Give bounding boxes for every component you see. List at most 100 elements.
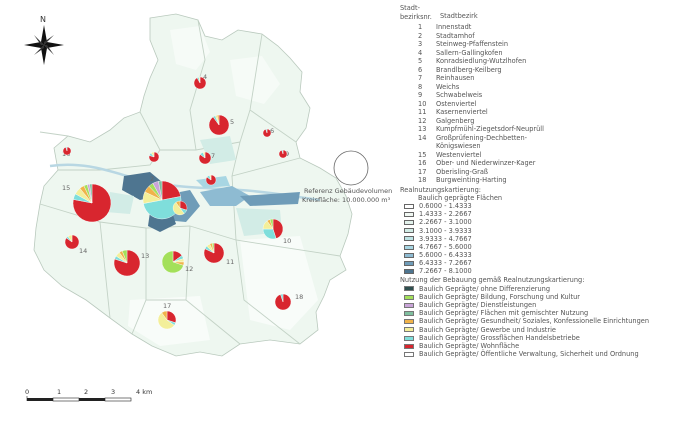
scale-tick-3: 3 [111, 388, 115, 396]
pie-slice [216, 114, 220, 126]
class-label: 3.1000 - 3.9333 [419, 226, 472, 235]
pie-slice [269, 218, 274, 230]
district-legend-row: 8 Weichs [400, 83, 687, 92]
usage-label: Baulich Geprägte/ Flächen mit gemischter… [419, 309, 589, 318]
district-number: 17 [418, 167, 427, 176]
reference-circle [333, 150, 369, 186]
usage-type-row: Baulich Geprägte/ Wohnfläche [400, 342, 687, 350]
usage-label: Baulich Geprägte/ Gewerbe und Industrie [419, 325, 556, 334]
class-swatch [404, 228, 414, 234]
density-class-row: 7.2667 - 8.1000 [400, 267, 687, 275]
usage-swatch [404, 294, 414, 300]
legend-header: Stadt- bezirksnr. Stadtbezirk [400, 4, 687, 21]
district-number: 6 [418, 65, 423, 74]
usage-label: Baulich Geprägte/ Wohnfläche [419, 342, 520, 350]
class-label: 4.7667 - 5.6000 [419, 242, 472, 251]
district-legend-row: 16 Ober- und Niederwinzer-Kager [400, 159, 687, 168]
pie-slice [150, 151, 155, 158]
pie-slice [148, 151, 160, 163]
class-label: 7.2667 - 8.1000 [419, 267, 472, 276]
district-label-17: 17 [163, 302, 171, 310]
realnutzung-title: Realnutzungskartierung: [400, 185, 482, 194]
usage-type-row: Baulich Geprägte/ Öffentliche Verwaltung… [400, 350, 687, 358]
district-legend-row: 12 Galgenberg [400, 117, 687, 126]
district-label-10: 10 [283, 237, 291, 245]
district-name: Kumpfmühl-Ziegetsdorf-Neuprüll [436, 125, 544, 133]
district-name: Ober- und Niederwinzer-Kager [436, 159, 536, 167]
usage-label: Baulich Geprägte/ Grossflächen Handelsbe… [419, 333, 580, 342]
district-number: 18 [418, 176, 427, 184]
realnutzung-subtitle: Baulich geprägte Flächen [418, 194, 503, 202]
district-legend-row: 6 Brandlberg-Keilberg [400, 66, 687, 75]
density-class-row: 3.9333 - 4.7667 [400, 235, 687, 243]
class-swatch [404, 212, 414, 218]
district-legend-row: 14 Großprüfening-Dechbetten- [400, 134, 687, 143]
usage-type-row: Baulich Geprägte/ Gesundheit/ Soziales, … [400, 317, 687, 326]
pie-slice [281, 149, 284, 155]
class-label: 3.9333 - 4.7667 [419, 234, 472, 243]
district-legend-row: 1 Innenstadt [400, 23, 687, 32]
district-legend-row: Königswiesen [400, 142, 687, 151]
density-class-row: 2.2667 - 3.1000 [400, 218, 687, 227]
usage-label: Baulich Geprägte/ Bildung, Forschung und… [419, 292, 580, 301]
district-name: Sallern-Gallingkofen [436, 48, 503, 57]
district-legend-row: 10 Ostenviertel [400, 100, 687, 109]
reference-line-2: Kreisfläche: 10.000.000 m³ [302, 196, 391, 204]
pie-slice [265, 128, 268, 134]
district-name: Innenstadt [436, 23, 472, 31]
district-legend-row: 13 Kumpfmühl-Ziegetsdorf-Neuprüll [400, 125, 687, 134]
scale-tick-2: 2 [84, 388, 88, 396]
district-label-11: 11 [226, 258, 234, 266]
usage-label: Baulich Geprägte/ Dienstleistungen [419, 301, 537, 310]
pie-slice [198, 76, 201, 84]
district-list: 1 Innenstadt 2 Stadtamhof 3 Steinweg-Pfaffens… [400, 23, 687, 185]
district-label-7: 7 [211, 152, 215, 160]
pie-slice [89, 183, 93, 204]
class-swatch [404, 244, 414, 250]
pie-slice [158, 180, 163, 201]
scale-tick-1: 1 [57, 388, 61, 396]
district-name: Stadtamhof [436, 31, 475, 40]
district-name: Konradsiedlung-Wutzlhofen [436, 57, 527, 65]
district-name: Westenviertel [436, 150, 482, 159]
pie-slice [161, 310, 168, 321]
district-legend-row: 4 Sallern-Gallingkofen [400, 49, 687, 58]
usage-swatch [404, 311, 414, 316]
density-class-row: 6.4333 - 7.2667 [400, 259, 687, 267]
district-legend-row: 17 Oberisling-Graß [400, 168, 687, 177]
district-pie-charts [62, 76, 292, 330]
class-swatch [404, 268, 414, 274]
district-number [400, 142, 436, 151]
pie-slice [202, 151, 206, 159]
class-label: 0.6000 - 1.4333 [419, 202, 472, 211]
class-swatch [404, 252, 414, 258]
north-label: N [40, 15, 46, 24]
district-number: 4 [418, 48, 423, 57]
district-label-4: 4 [203, 73, 207, 81]
district-number: 1 [418, 23, 423, 31]
district-number: 11 [418, 108, 427, 116]
density-class-row: 1.4333 - 2.2667 [400, 210, 687, 219]
class-label: 2.2667 - 3.1000 [419, 218, 472, 227]
pie-slice [280, 293, 284, 303]
usage-type-row: Baulich Geprägte/ Bildung, Forschung und… [400, 293, 687, 301]
pie-slice [211, 242, 215, 254]
district-number: 12 [418, 116, 427, 125]
scale-tick-0: 0 [25, 388, 29, 396]
district-name: Kasernenviertel [436, 108, 488, 116]
class-swatch [404, 236, 414, 242]
district-name: Weichs [436, 82, 460, 91]
district-number: 14 [418, 133, 427, 142]
usage-swatch [404, 327, 414, 333]
district-number: 16 [418, 159, 427, 167]
class-swatch [404, 220, 414, 226]
district-name: Oberisling-Graß [436, 167, 489, 176]
density-class-list: 0.6000 - 1.4333 1.4333 - 2.2667 2.2667 - 3… [400, 202, 687, 276]
district-number: 15 [418, 150, 427, 159]
district-legend-row: 3 Steinweg-Pfaffenstein [400, 40, 687, 49]
district-label-6: 6 [270, 127, 274, 135]
scale-bar [26, 396, 132, 402]
district-name: Galgenberg [436, 116, 475, 125]
district-legend-row: 2 Stadtamhof [400, 32, 687, 41]
usage-swatch [404, 351, 414, 357]
